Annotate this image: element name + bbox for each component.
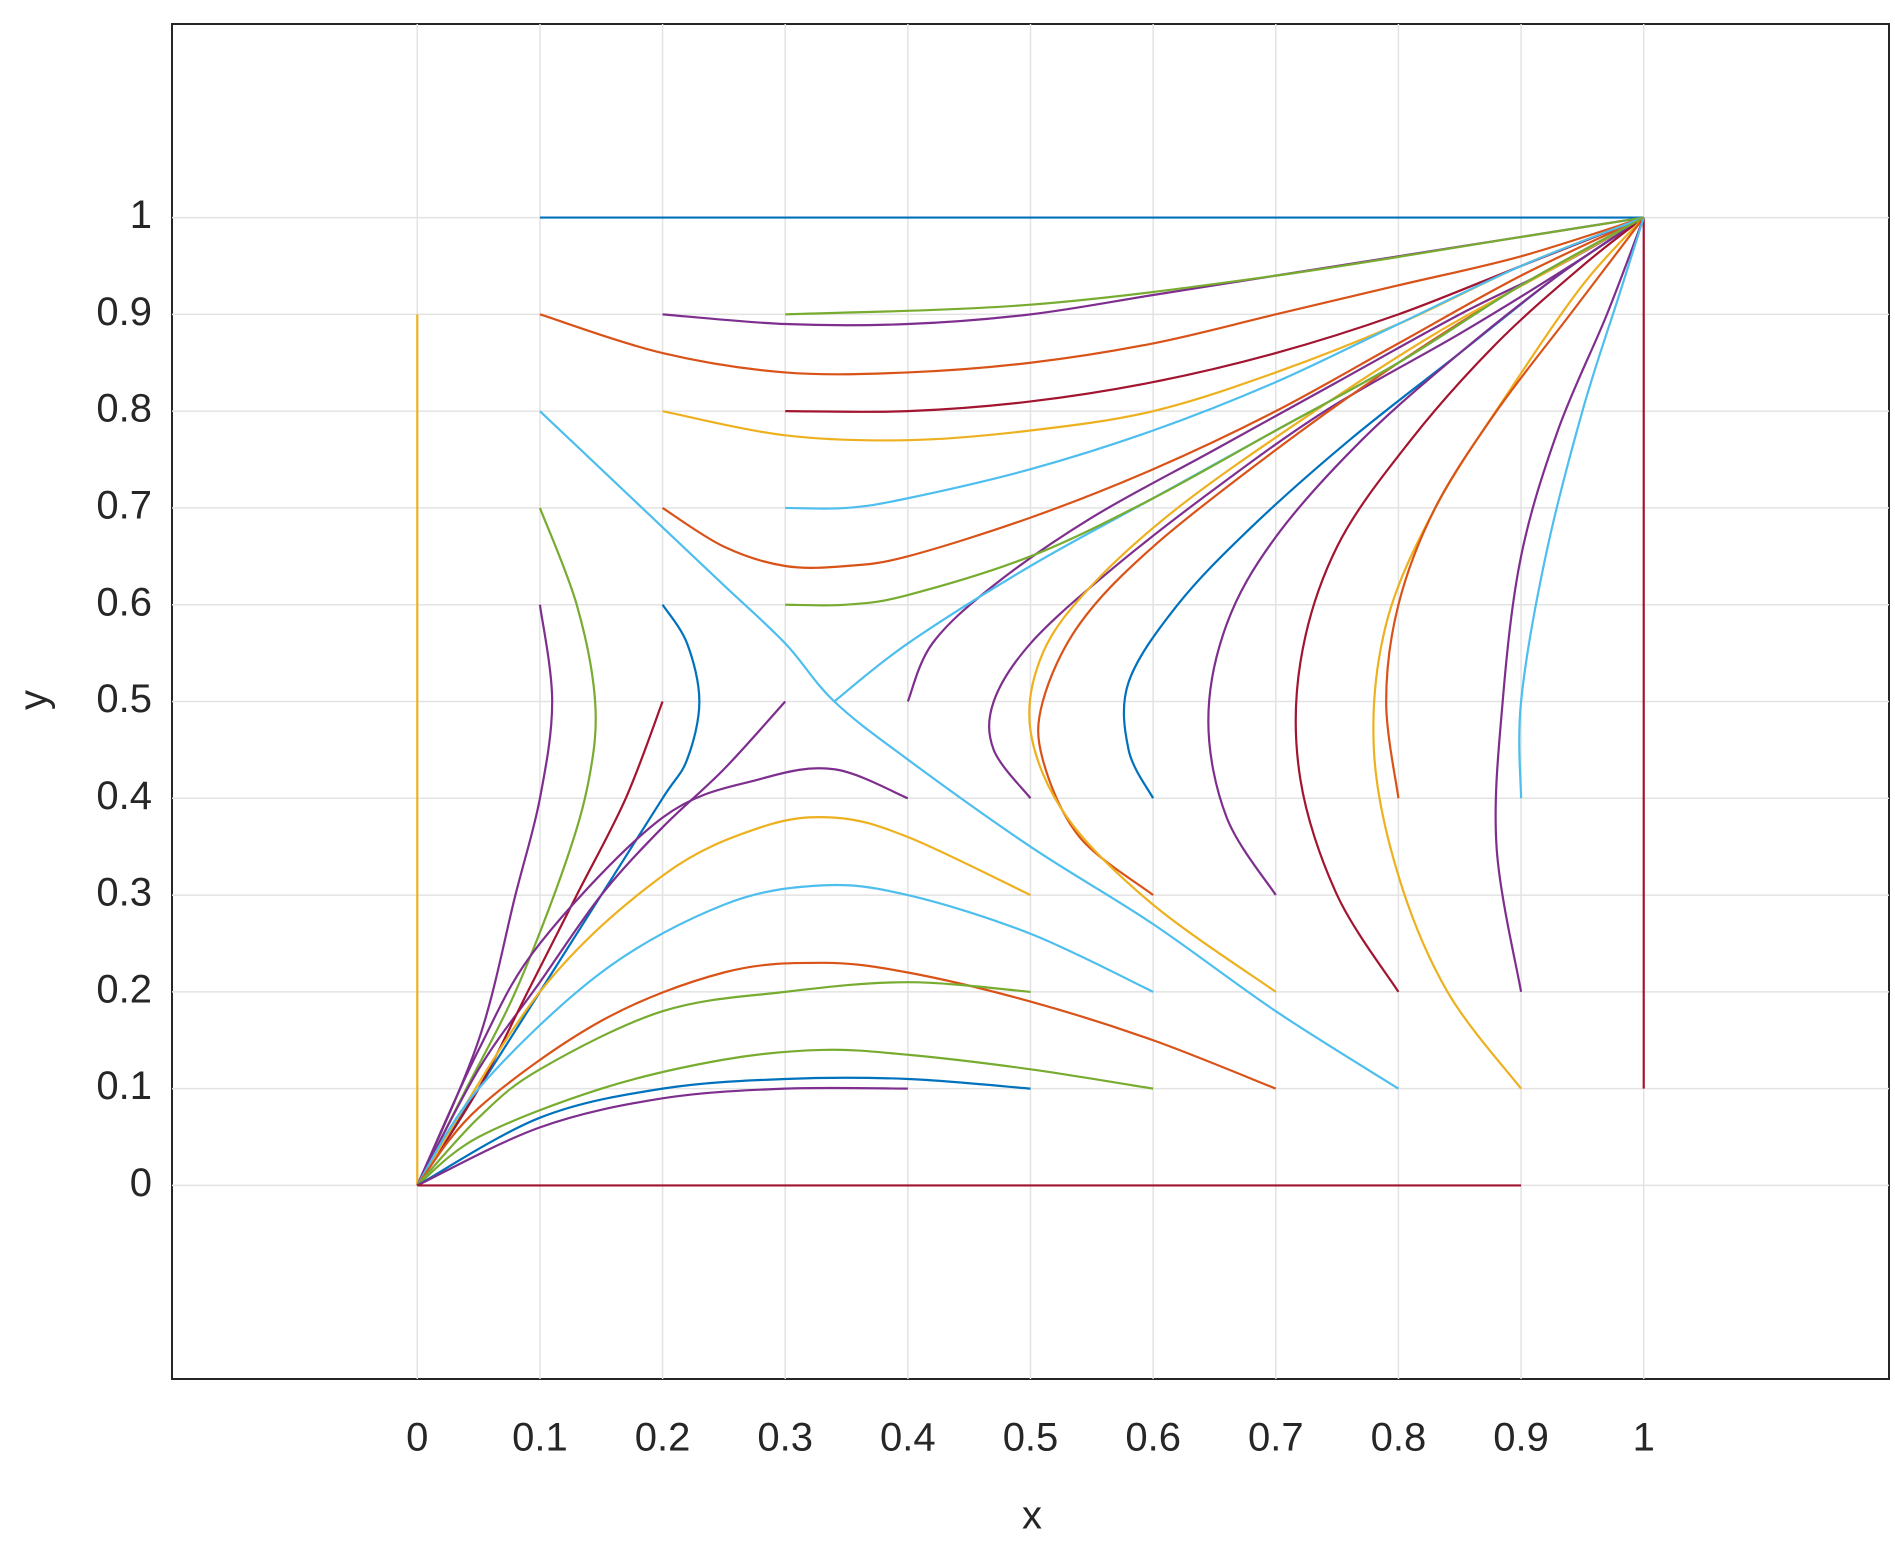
trajectory xyxy=(539,410,1400,1090)
trajectory xyxy=(785,216,1644,316)
trajectory xyxy=(416,701,664,1187)
x-tick-label: 0.6 xyxy=(1125,1416,1181,1460)
trajectory xyxy=(785,216,1645,607)
x-tick-label: 0.8 xyxy=(1371,1416,1427,1460)
trajectory xyxy=(1385,216,1645,799)
x-tick-label: 0.9 xyxy=(1493,1416,1549,1460)
trajectory xyxy=(416,981,1031,1187)
x-tick-label: 0.2 xyxy=(635,1416,691,1460)
trajectory xyxy=(1372,216,1645,1090)
y-tick-label: 1 xyxy=(130,193,152,237)
y-axis-label: y xyxy=(12,690,56,710)
y-tick-label: 0.9 xyxy=(96,290,152,334)
x-axis-label: x xyxy=(1022,1494,1042,1538)
x-tick-label: 0.5 xyxy=(1003,1416,1059,1460)
trajectory xyxy=(539,216,1645,376)
trajectory xyxy=(416,883,1154,1187)
y-tick-label: 0.2 xyxy=(96,967,152,1011)
x-tick-label: 0.1 xyxy=(512,1416,568,1460)
y-tick-label: 0.7 xyxy=(96,483,152,527)
trajectory xyxy=(1294,216,1645,993)
trajectory xyxy=(1494,217,1645,993)
trajectory xyxy=(1518,217,1645,799)
trajectory xyxy=(988,216,1645,799)
trajectory xyxy=(416,1086,908,1187)
trajectory xyxy=(416,815,1031,1187)
trajectory xyxy=(416,1076,1031,1187)
y-tick-label: 0.5 xyxy=(96,677,152,721)
trajectory xyxy=(416,961,1277,1187)
trajectory xyxy=(1028,216,1645,993)
y-tick-label: 0.1 xyxy=(96,1064,152,1108)
y-tick-label: 0.3 xyxy=(96,871,152,915)
x-tick-label: 0.4 xyxy=(880,1416,936,1460)
y-tick-label: 0.4 xyxy=(96,774,152,818)
trajectory xyxy=(416,767,909,1186)
trajectory xyxy=(1207,216,1645,896)
trajectory xyxy=(416,1048,1154,1187)
x-tick-label: 0.3 xyxy=(757,1416,813,1460)
y-tick-label: 0 xyxy=(130,1161,152,1205)
trajectory xyxy=(661,216,1645,569)
trajectory xyxy=(785,216,1645,510)
y-tick-label: 0.6 xyxy=(96,580,152,624)
y-tick-label: 0.8 xyxy=(96,387,152,431)
trajectory xyxy=(416,700,787,1186)
x-tick-label: 1 xyxy=(1633,1416,1655,1460)
trajectory xyxy=(416,507,597,1186)
x-tick-label: 0.7 xyxy=(1248,1416,1304,1460)
x-tick-label: 0 xyxy=(406,1416,428,1460)
